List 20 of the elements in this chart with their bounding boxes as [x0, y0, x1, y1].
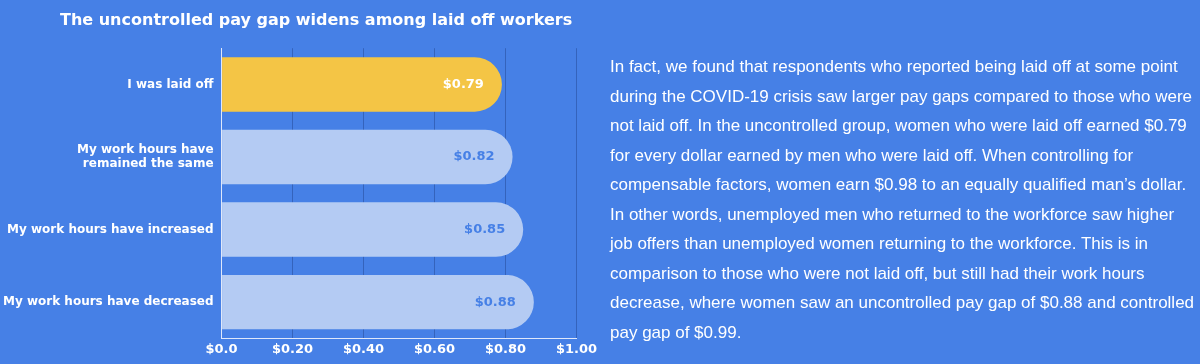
bar	[222, 129, 513, 185]
x-tick-label: $0.20	[271, 340, 314, 356]
data-label: $0.85	[464, 220, 506, 236]
x-tick-label: $0.80	[484, 340, 527, 356]
bar	[222, 202, 524, 257]
x-tick-label: $0.40	[342, 340, 385, 356]
y-tick-label: My work hours have decreased	[3, 294, 214, 309]
data-label: $0.88	[474, 293, 516, 309]
x-tick-label: $1.00	[555, 340, 597, 356]
x-tick-label: $0.0	[205, 340, 238, 356]
data-label: $0.82	[453, 148, 495, 164]
x-tick-label: $0.60	[413, 340, 456, 356]
chart-title: The uncontrolled pay gap widens among laid off workers	[60, 10, 573, 29]
bar	[222, 274, 534, 330]
data-label: $0.79	[442, 75, 484, 91]
y-tick-label: My work hours have increased	[7, 221, 214, 236]
y-tick-label: My work hours have remained the same	[77, 141, 214, 171]
y-tick-label: I was laid off	[127, 76, 214, 91]
bar	[222, 57, 502, 112]
text: In fact, we found that respondents who reported being laid off at some point during the COVID-19 crisis saw larger pay gaps compared to those who were not laid off. In the uncontrolled group, women who were laid off earned $0.79 for every dollar earned by men who were laid off. When controlling for compensable factors, women earn $0.98 to an equally qualified man’s dollar. In other words, unemployed men who returned to the workforce saw higher job offers than unemployed women returning to the workforce. This is in comparison to those who were not laid off, but still had their work hours decrease, where women saw an uncontrolled pay gap of $0.88 and controlled pay gap of $0.99.	[610, 57, 1195, 342]
